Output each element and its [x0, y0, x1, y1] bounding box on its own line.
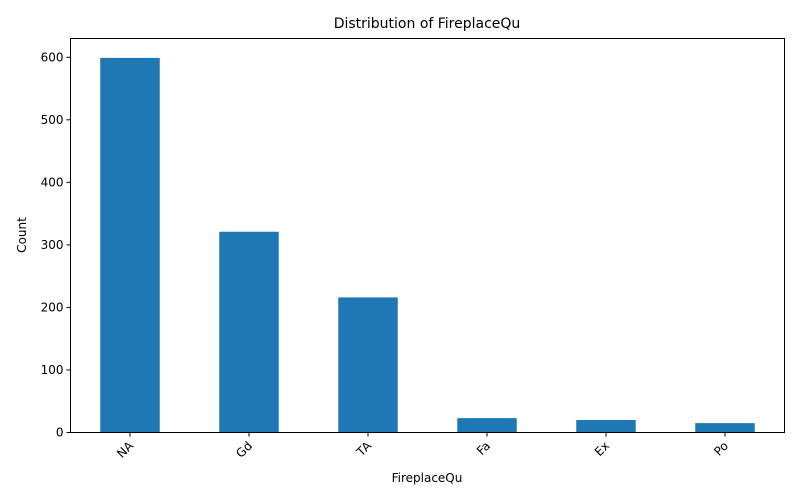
y-tick-label: 400: [41, 175, 64, 189]
x-tick-label: Fa: [474, 439, 493, 458]
plot-frame: [70, 38, 785, 433]
bar-po: [695, 423, 755, 433]
y-axis-ticks: 0 100 200 300 400 500 600: [41, 50, 71, 440]
bar-ex: [576, 419, 636, 433]
x-axis-ticks: NA Gd TA Fa Ex Po: [114, 432, 731, 461]
x-tick-label: Ex: [592, 439, 612, 459]
bar-gd: [219, 231, 279, 433]
y-axis-label: Count: [15, 217, 29, 253]
x-tick-label: Gd: [233, 439, 255, 461]
y-tick-label: 300: [41, 238, 64, 252]
bars-group: [100, 57, 755, 433]
y-tick-label: 0: [56, 426, 64, 440]
y-tick-label: 500: [41, 113, 64, 127]
bar-ta: [338, 297, 398, 433]
x-axis-label: FireplaceQu: [392, 471, 463, 485]
x-tick-label: NA: [114, 438, 137, 461]
y-tick-label: 600: [41, 50, 64, 64]
x-tick-label: Po: [711, 439, 731, 459]
bar-na: [100, 57, 160, 433]
y-tick-label: 100: [41, 363, 64, 377]
bar-fa: [457, 418, 517, 433]
x-tick-label: TA: [353, 438, 374, 459]
chart-title: Distribution of FireplaceQu: [334, 16, 521, 32]
y-tick-label: 200: [41, 300, 64, 314]
